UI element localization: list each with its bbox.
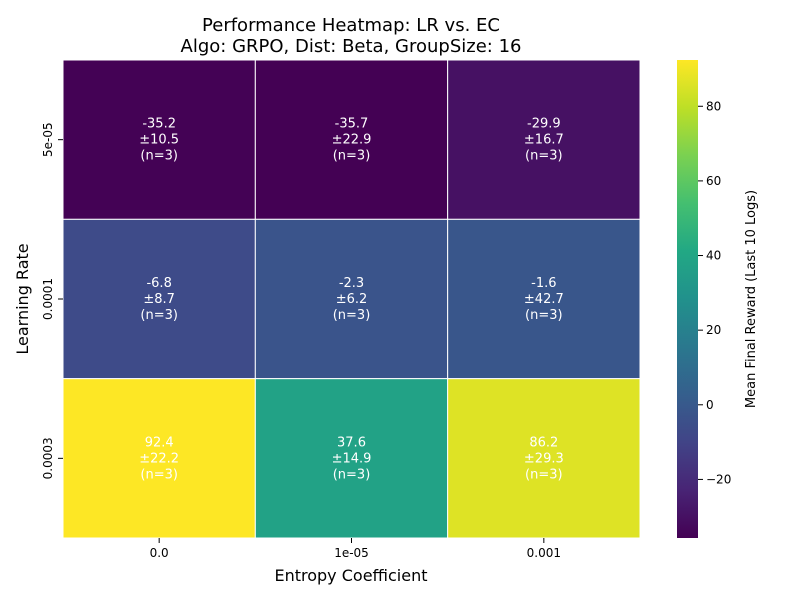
x-axis-ticks: 0.0 1e-05 0.001 xyxy=(150,538,561,560)
cell-label-mean: 37.6 xyxy=(337,435,366,450)
cell-label-n: (n=3) xyxy=(333,149,371,164)
colorbar-tick-label: 20 xyxy=(706,323,721,337)
heatmap-cell xyxy=(62,218,256,380)
cell-label-mean: 86.2 xyxy=(529,435,558,450)
heatmap-cells xyxy=(62,59,641,539)
colorbar-tick-label: 40 xyxy=(706,249,721,263)
cell-label-std: ±29.3 xyxy=(524,451,564,466)
cell-label-mean: -29.9 xyxy=(527,117,561,132)
heatmap-cell xyxy=(254,59,449,220)
cell-label-std: ±16.7 xyxy=(524,133,564,148)
cell-label-n: (n=3) xyxy=(140,467,178,482)
y-tick-label: 0.0001 xyxy=(41,278,55,320)
heatmap-cell xyxy=(447,218,641,380)
cell-label-std: ±14.9 xyxy=(332,451,372,466)
cell-label-mean: -35.7 xyxy=(335,117,369,132)
cell-label-n: (n=3) xyxy=(333,467,371,482)
x-tick-label: 1e-05 xyxy=(334,546,369,560)
cell-label-n: (n=3) xyxy=(140,149,178,164)
chart-title-line1: Performance Heatmap: LR vs. EC xyxy=(202,15,500,36)
colorbar-tick-label: 80 xyxy=(706,99,721,113)
colorbar-tick-label: −20 xyxy=(706,472,731,486)
y-tick-label: 5e-05 xyxy=(41,122,55,157)
heatmap-cell xyxy=(62,59,256,220)
heatmap-cell-labels: -35.2±10.5(n=3)-35.7±22.9(n=3)-29.9±16.7… xyxy=(139,117,564,483)
cell-label-n: (n=3) xyxy=(333,308,371,323)
x-axis-label: Entropy Coefficient xyxy=(274,566,427,585)
cell-label-mean: -35.2 xyxy=(142,117,176,132)
x-tick-label: 0.0 xyxy=(150,546,169,560)
cell-label-n: (n=3) xyxy=(525,467,563,482)
cell-label-std: ±22.2 xyxy=(139,451,179,466)
heatmap-cell xyxy=(254,218,449,380)
y-axis-label: Learning Rate xyxy=(13,243,32,354)
colorbar xyxy=(677,60,698,538)
cell-label-mean: -1.6 xyxy=(531,276,556,291)
cell-label-std: ±42.7 xyxy=(524,292,564,307)
cell-label-std: ±8.7 xyxy=(143,292,175,307)
heatmap-cell xyxy=(62,378,256,539)
cell-label-n: (n=3) xyxy=(525,308,563,323)
cell-label-std: ±10.5 xyxy=(139,133,179,148)
heatmap-cell xyxy=(447,59,641,220)
x-tick-label: 0.001 xyxy=(527,546,561,560)
cell-label-mean: -6.8 xyxy=(146,276,171,291)
colorbar-tick-label: 0 xyxy=(706,398,714,412)
cell-label-mean: -2.3 xyxy=(339,276,364,291)
chart-title-line2: Algo: GRPO, Dist: Beta, GroupSize: 16 xyxy=(181,36,522,57)
colorbar-tick-label: 60 xyxy=(706,174,721,188)
cell-label-std: ±22.9 xyxy=(332,133,372,148)
cell-label-mean: 92.4 xyxy=(145,435,174,450)
y-axis-ticks: 5e-05 0.0001 0.0003 xyxy=(41,122,63,479)
y-tick-label: 0.0003 xyxy=(41,437,55,479)
cell-label-n: (n=3) xyxy=(525,149,563,164)
cell-label-std: ±6.2 xyxy=(336,292,368,307)
heatmap-cell xyxy=(254,378,449,539)
colorbar-ticks: −20 0 20 40 60 80 xyxy=(698,99,731,486)
cell-label-n: (n=3) xyxy=(140,308,178,323)
colorbar-label: Mean Final Reward (Last 10 Logs) xyxy=(744,190,759,408)
